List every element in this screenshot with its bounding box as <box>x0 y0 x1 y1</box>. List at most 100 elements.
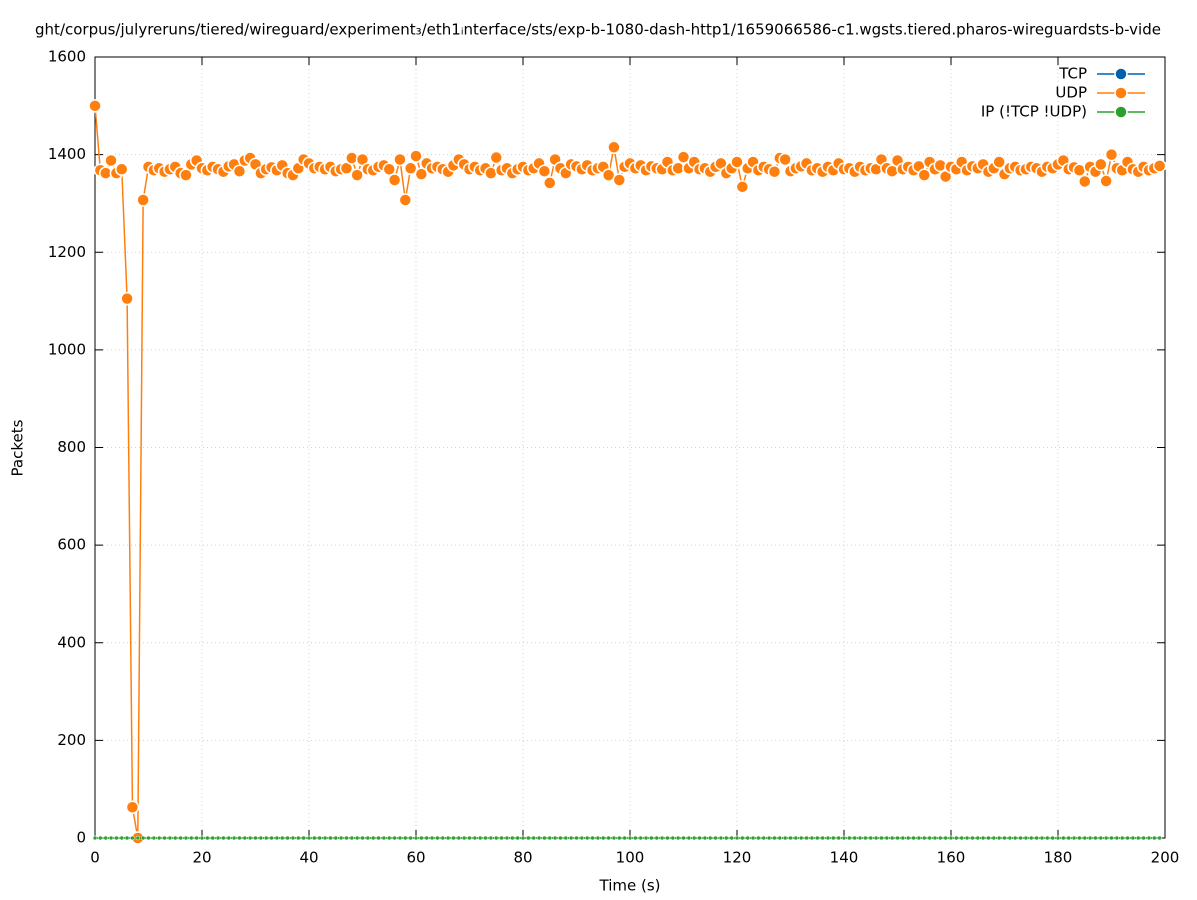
data-point <box>350 168 364 182</box>
data-point <box>730 155 744 169</box>
data-point <box>1094 157 1108 172</box>
data-point <box>745 835 750 841</box>
x-tick-label: 80 <box>513 849 532 867</box>
data-point <box>376 835 381 841</box>
data-point <box>964 835 970 841</box>
data-point <box>285 835 290 841</box>
data-point <box>932 835 938 841</box>
data-point <box>675 835 681 841</box>
data-point <box>676 150 691 164</box>
data-point <box>595 835 601 841</box>
series-line <box>94 105 1160 839</box>
data-point <box>917 168 931 182</box>
data-point <box>269 835 274 841</box>
data-point <box>836 835 841 841</box>
data-point <box>387 173 402 187</box>
data-point <box>1119 835 1125 841</box>
data-point <box>178 835 183 841</box>
y-tick-label: 200 <box>57 731 86 749</box>
data-point <box>579 835 585 841</box>
data-point <box>767 164 782 179</box>
x-tick-label: 200 <box>1151 849 1180 867</box>
data-point <box>290 835 296 841</box>
data-point <box>948 835 954 841</box>
data-point <box>665 835 670 841</box>
data-point <box>130 835 135 841</box>
data-point <box>1082 835 1087 841</box>
data-point <box>1012 835 1018 841</box>
data-point <box>456 835 462 841</box>
data-point <box>1002 835 1007 841</box>
data-point <box>1130 835 1136 841</box>
data-point <box>199 835 205 841</box>
data-point <box>986 835 991 841</box>
data-point <box>510 835 515 841</box>
data-point <box>708 835 713 841</box>
data-point <box>627 835 633 841</box>
data-point <box>611 835 617 841</box>
data-point <box>654 835 659 841</box>
data-point <box>922 835 927 841</box>
data-point <box>253 835 258 841</box>
data-point <box>1071 835 1077 841</box>
data-point <box>162 835 167 841</box>
data-point <box>606 835 611 841</box>
data-point <box>413 835 419 841</box>
data-point <box>125 800 140 814</box>
data-point <box>996 835 1002 841</box>
data-point <box>873 835 879 841</box>
y-tick-label: 1400 <box>48 145 86 163</box>
data-point <box>905 835 911 841</box>
data-point <box>927 835 932 841</box>
data-point <box>590 835 595 841</box>
data-point <box>638 835 643 841</box>
data-point <box>1125 835 1130 841</box>
data-point <box>734 835 740 841</box>
x-tick-label: 180 <box>1044 849 1073 867</box>
data-point <box>381 835 387 841</box>
y-tick-label: 0 <box>76 829 86 847</box>
x-tick-label: 40 <box>299 849 318 867</box>
data-point <box>231 835 237 841</box>
data-point <box>1099 174 1113 188</box>
data-point <box>1061 835 1066 841</box>
legend-label: IP (!TCP !UDP) <box>981 103 1087 121</box>
data-point <box>409 149 423 163</box>
data-point <box>461 835 467 841</box>
data-point <box>440 835 445 841</box>
data-point <box>1066 835 1071 841</box>
data-point <box>798 835 804 841</box>
data-point <box>338 835 344 841</box>
data-point <box>403 835 408 841</box>
data-point <box>686 835 692 841</box>
data-point <box>552 835 558 841</box>
data-point <box>1034 835 1039 841</box>
data-point <box>617 835 622 841</box>
data-point <box>114 835 119 841</box>
data-point <box>702 835 708 841</box>
data-point <box>729 835 734 841</box>
y-tick-label: 1200 <box>48 243 86 261</box>
data-point <box>536 835 542 841</box>
data-point <box>247 835 253 841</box>
data-point <box>167 835 173 841</box>
data-point <box>414 167 429 181</box>
data-point <box>1055 835 1061 841</box>
data-point <box>1078 174 1092 189</box>
data-point <box>296 835 301 841</box>
data-point <box>397 835 403 841</box>
data-point <box>895 835 900 841</box>
data-point <box>970 835 975 841</box>
data-point <box>863 835 868 841</box>
data-point <box>333 835 338 841</box>
data-point <box>622 835 627 841</box>
legend-swatch-point <box>1114 86 1128 100</box>
data-point <box>980 835 986 841</box>
data-point <box>531 835 536 841</box>
data-point <box>408 835 413 841</box>
legend-swatch-point <box>1114 105 1128 119</box>
data-point <box>120 291 134 306</box>
data-point <box>499 835 504 841</box>
data-point <box>659 835 665 841</box>
data-point <box>1098 835 1104 841</box>
